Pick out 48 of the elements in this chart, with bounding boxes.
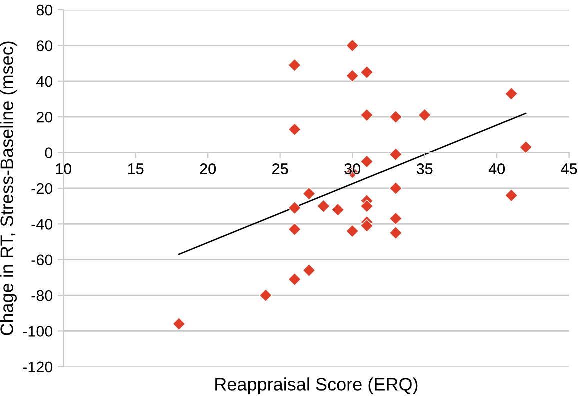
y-tick-label: 80 [36, 4, 53, 16]
point [360, 108, 374, 122]
point [288, 272, 302, 286]
y-tick-label: -60 [32, 254, 53, 266]
point [519, 140, 533, 154]
point [288, 202, 302, 215]
point [360, 66, 374, 80]
point [259, 288, 272, 302]
x-axis-title: Reappraisal Score (ERQ) [216, 378, 418, 394]
x-tick-label: 35 [416, 164, 433, 174]
y-tick-label: -20 [32, 183, 53, 194]
point [389, 212, 402, 226]
point [360, 200, 374, 213]
point [504, 189, 518, 202]
point [317, 200, 330, 213]
point [302, 264, 316, 278]
y-tick-label: 20 [36, 112, 53, 123]
point [389, 226, 402, 240]
point [346, 39, 360, 52]
x-tick-label: 25 [272, 164, 288, 174]
x-tick-label: 45 [561, 164, 578, 174]
y-tick-label: 0 [45, 148, 53, 158]
point [332, 203, 345, 216]
point [389, 110, 402, 124]
point [418, 108, 432, 122]
point [389, 182, 402, 196]
point [288, 222, 302, 236]
y-tick-label: -100 [23, 326, 53, 337]
y-tick-label: -40 [32, 219, 53, 230]
point [288, 123, 302, 136]
point [288, 58, 302, 72]
point [360, 219, 374, 233]
point [302, 187, 316, 200]
x-tick-label: 10 [56, 164, 72, 174]
y-tick-label: -80 [32, 290, 53, 302]
x-tick-label: 15 [128, 164, 144, 174]
point [346, 224, 360, 238]
x-tick-label: 20 [200, 164, 216, 174]
y-tick-label: 60 [36, 40, 53, 52]
y-tick-label: 40 [36, 76, 53, 88]
x-tick-label: 40 [488, 164, 505, 174]
point [504, 87, 518, 100]
point [389, 148, 402, 162]
y-axis-title: Chage in RT, Stress-Baseline (msec) [0, 42, 18, 336]
point [172, 318, 186, 331]
point [360, 155, 374, 168]
point [346, 69, 360, 83]
y-tick-label: -120 [23, 362, 53, 373]
